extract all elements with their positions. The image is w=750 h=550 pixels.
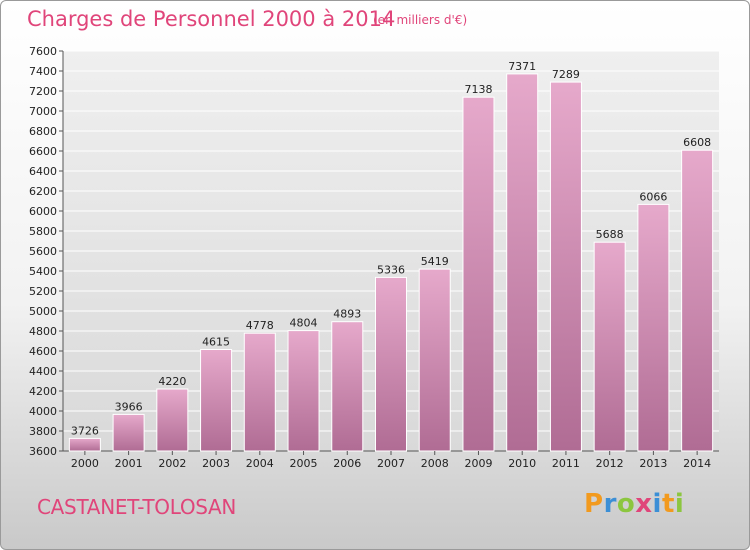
data-label: 6608 [683, 136, 711, 149]
x-tick-label: 2014 [683, 457, 711, 470]
data-label: 4804 [290, 317, 318, 330]
y-tick-label: 4400 [29, 365, 57, 378]
chart-title: Charges de Personnel 2000 à 2014 [27, 7, 396, 31]
logo-letter: r [603, 489, 617, 519]
bar [593, 241, 626, 452]
x-tick-label: 2000 [71, 457, 99, 470]
bar [243, 332, 276, 452]
logo-letter: i [652, 489, 662, 519]
logo-letter: o [616, 489, 636, 519]
y-tick-label: 3800 [29, 425, 57, 438]
y-tick-label: 5400 [29, 265, 57, 278]
data-label: 3726 [71, 424, 99, 437]
bar [418, 268, 451, 452]
x-tick-label: 2013 [639, 457, 667, 470]
x-tick-label: 2004 [246, 457, 274, 470]
y-tick-label: 6800 [29, 125, 57, 138]
x-tick-label: 2002 [158, 457, 186, 470]
chart-subtitle: (en milliers d'€) [373, 13, 468, 27]
data-label: 5419 [421, 255, 449, 268]
y-tick-label: 6200 [29, 185, 57, 198]
bar [287, 330, 320, 452]
bar [68, 437, 101, 452]
data-label: 4778 [246, 319, 274, 332]
data-label: 5336 [377, 263, 405, 276]
bar [331, 321, 364, 452]
bar [462, 96, 495, 452]
y-tick-label: 7000 [29, 105, 57, 118]
logo-letter: P [584, 489, 604, 519]
y-tick-label: 7400 [29, 65, 57, 78]
y-tick-label: 5200 [29, 285, 57, 298]
bar [375, 276, 407, 452]
bar [681, 149, 714, 452]
y-tick-label: 5000 [29, 305, 57, 318]
y-tick-label: 7600 [29, 45, 57, 58]
y-tick-label: 4600 [29, 345, 57, 358]
data-label: 7371 [508, 60, 536, 73]
x-tick-label: 2009 [464, 457, 492, 470]
bar [549, 81, 582, 452]
y-tick-label: 7200 [29, 85, 57, 98]
city-name: CASTANET-TOLOSAN [37, 495, 237, 519]
bar [112, 413, 145, 452]
data-label: 3966 [115, 400, 143, 413]
data-label: 7138 [464, 83, 492, 96]
y-tick-label: 5600 [29, 245, 57, 258]
x-tick-label: 2011 [552, 457, 580, 470]
bar [506, 73, 539, 452]
y-tick-label: 4200 [29, 385, 57, 398]
y-tick-label: 5800 [29, 225, 57, 238]
proxiti-logo: Proxiti [584, 489, 684, 519]
x-tick-label: 2012 [596, 457, 624, 470]
bar [200, 349, 233, 452]
x-tick-label: 2005 [290, 457, 318, 470]
logo-letter: t [661, 489, 675, 519]
y-tick-label: 4000 [29, 405, 57, 418]
y-tick-label: 6000 [29, 205, 57, 218]
y-tick-label: 3600 [29, 445, 57, 458]
data-label: 5688 [596, 228, 624, 241]
x-tick-label: 2010 [508, 457, 536, 470]
data-label: 6066 [639, 190, 667, 203]
logo-letter: x [635, 489, 653, 519]
x-tick-label: 2001 [115, 457, 143, 470]
data-label: 4615 [202, 336, 230, 349]
y-tick-label: 4800 [29, 325, 57, 338]
data-label: 7289 [552, 68, 580, 81]
bar [156, 388, 189, 452]
x-tick-label: 2007 [377, 457, 405, 470]
y-tick-label: 6600 [29, 145, 57, 158]
bar [637, 203, 670, 452]
x-tick-label: 2006 [333, 457, 361, 470]
data-label: 4220 [158, 375, 186, 388]
logo-letter: i [674, 489, 685, 519]
data-label: 4893 [333, 308, 361, 321]
x-tick-label: 2003 [202, 457, 230, 470]
x-tick-label: 2008 [421, 457, 449, 470]
y-tick-label: 6400 [29, 165, 57, 178]
